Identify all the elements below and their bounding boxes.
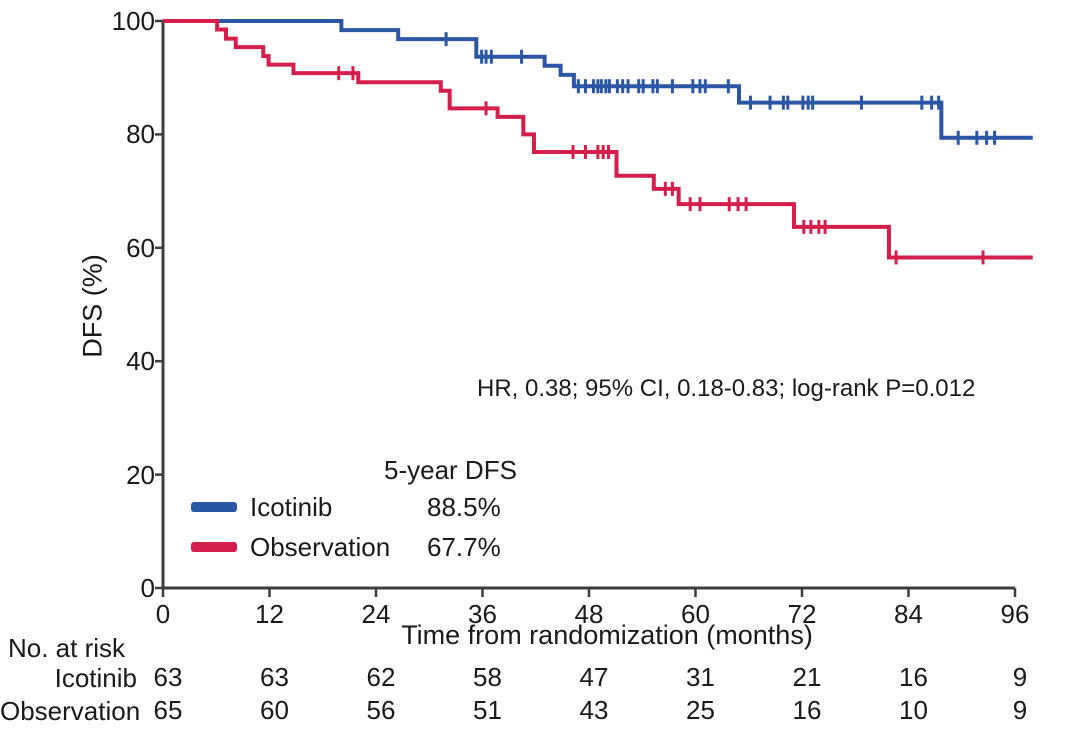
at-risk-value-observation: 16 [792, 695, 822, 725]
at-risk-value-icotinib: 63 [260, 662, 289, 692]
at-risk-value-observation: 43 [579, 695, 609, 725]
at-risk-value-observation: 51 [473, 695, 502, 725]
at-risk-value-observation: 56 [366, 695, 396, 725]
legend-swatch-icotinib [191, 502, 237, 512]
x-tick-label: 48 [574, 599, 604, 629]
legend-header: 5-year DFS [384, 455, 517, 485]
legend-value-icotinib: 88.5% [427, 492, 501, 522]
at-risk-header: No. at risk [8, 633, 126, 663]
x-tick-label: 72 [787, 599, 817, 629]
hazard-ratio-annotation: HR, 0.38; 95% CI, 0.18-0.83; log-rank P=… [477, 375, 976, 402]
legend-label-observation: Observation [250, 532, 391, 562]
at-risk-value-icotinib: 21 [792, 662, 822, 692]
x-axis-title: Time from randomization (months) [401, 620, 813, 650]
at-risk-value-observation: 65 [153, 695, 183, 725]
at-risk-value-observation: 60 [260, 695, 289, 725]
y-tick-label: 80 [126, 119, 155, 150]
at-risk-value-icotinib: 63 [153, 662, 183, 692]
y-tick-label: 20 [126, 459, 155, 490]
survival-curve-observation [163, 19, 1033, 260]
survival-curve-icotinib [163, 19, 1033, 140]
at-risk-value-observation: 9 [1012, 695, 1028, 725]
at-risk-value-icotinib: 58 [473, 662, 502, 692]
x-tick-label: 84 [894, 599, 923, 629]
at-risk-value-observation: 10 [899, 695, 928, 725]
x-tick-label: 12 [255, 599, 284, 629]
y-tick-label: 60 [126, 232, 155, 263]
legend-value-observation: 67.7% [427, 532, 501, 562]
x-tick-label: 36 [468, 599, 497, 629]
y-tick-label: 40 [126, 346, 155, 377]
at-risk-value-icotinib: 16 [899, 662, 928, 692]
at-risk-value-icotinib: 31 [686, 662, 715, 692]
x-tick-label: 24 [361, 599, 391, 629]
at-risk-value-icotinib: 9 [1012, 662, 1028, 692]
x-tick-label: 96 [1000, 599, 1030, 629]
x-tick-label: 60 [681, 599, 710, 629]
y-tick-label: 100 [111, 6, 155, 36]
legend-label-icotinib: Icotinib [250, 492, 333, 522]
legend-swatch-observation [191, 542, 237, 552]
at-risk-value-observation: 25 [686, 695, 715, 725]
y-axis-title: DFS (%) [77, 254, 108, 358]
at-risk-row-label-icotinib: Icotinib [54, 663, 137, 693]
at-risk-value-icotinib: 62 [366, 662, 396, 692]
x-tick-label: 0 [155, 599, 171, 629]
at-risk-value-icotinib: 47 [579, 662, 609, 692]
y-tick-label: 0 [140, 573, 155, 603]
at-risk-row-label-observation: Observation [0, 696, 141, 726]
